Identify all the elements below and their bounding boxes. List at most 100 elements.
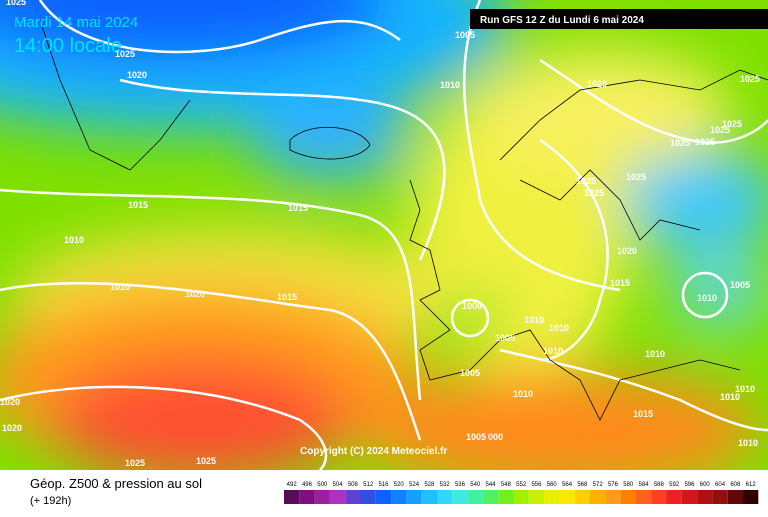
isobar-label: 1010 bbox=[645, 349, 665, 359]
legend-swatch bbox=[284, 490, 300, 504]
isobar-label: 1010 bbox=[543, 346, 563, 356]
legend-value: 504 bbox=[333, 482, 344, 488]
legend-value: 600 bbox=[700, 482, 711, 488]
legend-value: 568 bbox=[577, 482, 588, 488]
field bbox=[0, 0, 768, 490]
legend-value: 604 bbox=[715, 482, 726, 488]
isobar-label: 1025 bbox=[115, 49, 135, 59]
legend-swatch bbox=[406, 490, 422, 504]
legend-value: 524 bbox=[409, 482, 420, 488]
legend-value: 552 bbox=[516, 482, 527, 488]
isobar-label: 1005 bbox=[466, 432, 486, 442]
isobar-label: 1010 bbox=[64, 235, 84, 245]
color-legend: 492 496 500 504 508 512 516 520 524 528 532 536 540 5… bbox=[284, 482, 759, 504]
isobar-label: 1020 bbox=[2, 423, 22, 433]
legend-value: 496 bbox=[302, 482, 313, 488]
legend-value: 580 bbox=[623, 482, 634, 488]
legend-value: 544 bbox=[486, 482, 497, 488]
isobar-label: 000 bbox=[488, 432, 503, 442]
isobar-label: 1005 bbox=[455, 30, 475, 40]
time: 14:00 locale bbox=[14, 35, 122, 57]
legend-value: 528 bbox=[424, 482, 435, 488]
legend-swatch bbox=[681, 490, 698, 504]
legend-swatch bbox=[620, 490, 636, 504]
legend-value: 560 bbox=[547, 482, 558, 488]
legend-value: 512 bbox=[363, 482, 374, 488]
isobar-label: 1010 bbox=[697, 293, 717, 303]
isobar-label: 1000 bbox=[462, 301, 482, 311]
legend-swatch bbox=[299, 490, 315, 504]
legend-swatch bbox=[391, 490, 407, 504]
legend-swatch bbox=[498, 490, 514, 504]
isobar-label: 1015 bbox=[633, 409, 653, 419]
isobar-label: 1020 bbox=[127, 70, 147, 80]
legend-value: 540 bbox=[470, 482, 481, 488]
legend-value: 588 bbox=[654, 482, 665, 488]
isobar-label: 1025 bbox=[576, 176, 596, 186]
legend-swatch bbox=[437, 490, 453, 504]
legend-value: 564 bbox=[562, 482, 573, 488]
date: Mardi 14 mai 2024 bbox=[14, 14, 138, 31]
legend-value: 596 bbox=[684, 482, 695, 488]
legend-swatch bbox=[467, 490, 483, 504]
isobar-label: 1025 bbox=[740, 74, 760, 84]
isobar-label: 1025 bbox=[722, 119, 742, 129]
legend-swatch bbox=[727, 490, 743, 504]
legend-value: 532 bbox=[440, 482, 451, 488]
legend-swatch bbox=[421, 490, 437, 504]
isobar-label: 1010 bbox=[110, 282, 130, 292]
legend-swatch bbox=[482, 490, 499, 504]
legend-value: 576 bbox=[608, 482, 619, 488]
legend-swatch bbox=[666, 490, 682, 504]
legend-value: 492 bbox=[287, 482, 298, 488]
legend-swatch bbox=[452, 490, 468, 504]
isobar-label: 1025 bbox=[196, 456, 216, 466]
legend-swatch bbox=[329, 490, 346, 504]
isobar-label: 1010 bbox=[720, 392, 740, 402]
isobar-label: 1025 bbox=[626, 172, 646, 182]
isobar-label: 1020 bbox=[617, 246, 637, 256]
legend-value: 556 bbox=[531, 482, 542, 488]
isobar-label: 1025 bbox=[695, 137, 715, 147]
isobar-label: 1025 bbox=[6, 0, 26, 7]
isobar-label: 1015 bbox=[610, 278, 630, 288]
legend-value: 520 bbox=[394, 482, 405, 488]
legend-swatch bbox=[528, 490, 545, 504]
isobar-label: 1005 bbox=[495, 333, 515, 343]
legend-swatch bbox=[743, 490, 759, 504]
isobar-label: 1010 bbox=[738, 438, 758, 448]
legend-swatch bbox=[605, 490, 621, 504]
legend-value: 548 bbox=[501, 482, 512, 488]
legend-swatch bbox=[544, 490, 560, 504]
legend-swatch bbox=[574, 490, 590, 504]
footer-subtitle: (+ 192h) bbox=[30, 495, 71, 507]
legend-swatch bbox=[712, 490, 728, 504]
isobar-label: 1020 bbox=[0, 397, 20, 407]
footer-title: Géop. Z500 & pression au sol bbox=[30, 476, 202, 491]
legend-swatch bbox=[375, 490, 392, 504]
isobar-label: 1025 bbox=[125, 458, 145, 468]
legend-swatch bbox=[697, 490, 713, 504]
legend-value: 612 bbox=[746, 482, 757, 488]
coastlines bbox=[39, 19, 768, 421]
isobar-label: 1010 bbox=[735, 384, 755, 394]
isobar-label: 1010 bbox=[513, 389, 533, 399]
isobar-label: 1020 bbox=[185, 289, 205, 299]
legend-swatch bbox=[513, 490, 529, 504]
isobar-label: 1010 bbox=[440, 80, 460, 90]
isobar-label: 1005 bbox=[730, 280, 750, 290]
isobar-label: 1010 bbox=[524, 315, 544, 325]
legend-swatch bbox=[590, 490, 606, 504]
legend-value: 608 bbox=[730, 482, 741, 488]
isobar-label: 1025 bbox=[670, 138, 690, 148]
copyright: Copyright (C) 2024 Meteociel.fr bbox=[300, 446, 447, 457]
isobar-label: 1025 bbox=[710, 125, 730, 135]
run-box bbox=[470, 9, 768, 29]
legend-swatch bbox=[635, 490, 652, 504]
legend-swatch bbox=[345, 490, 361, 504]
legend-value: 508 bbox=[348, 482, 359, 488]
legend-swatch bbox=[360, 490, 376, 504]
isobar-label: 1010 bbox=[549, 323, 569, 333]
